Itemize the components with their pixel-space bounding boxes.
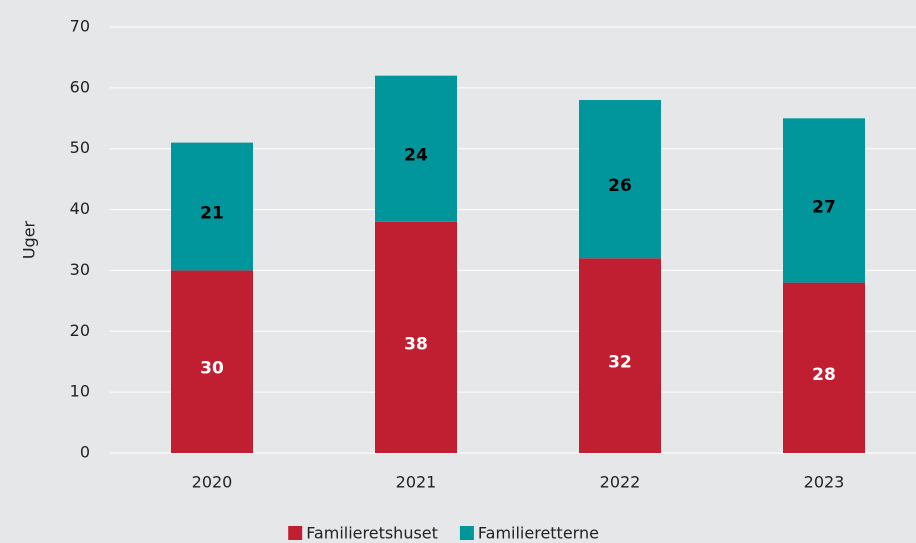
bar-segment <box>375 221 457 453</box>
legend-label: Familieretshuset <box>306 524 438 543</box>
x-tick-label: 2022 <box>600 473 641 492</box>
data-label: 26 <box>608 176 632 196</box>
y-tick-label: 60 <box>70 77 90 96</box>
legend-swatch <box>459 526 474 540</box>
bar-segment <box>579 258 661 453</box>
y-tick-label: 40 <box>70 199 90 218</box>
y-axis-label: Uger <box>20 220 39 259</box>
x-tick-label: 2023 <box>804 473 845 492</box>
bar-segment <box>171 142 253 271</box>
y-tick-label: 30 <box>70 260 90 279</box>
bar-segment <box>375 75 457 222</box>
data-label: 28 <box>812 365 836 385</box>
data-label: 24 <box>404 146 428 166</box>
y-tick-label: 50 <box>70 138 90 157</box>
bar-segment <box>171 270 253 453</box>
x-tick-label: 2020 <box>192 473 233 492</box>
y-tick-label: 20 <box>70 321 90 340</box>
data-label: 32 <box>608 353 632 373</box>
data-label: 38 <box>404 334 428 354</box>
legend-label: Familieretterne <box>478 524 599 543</box>
data-label: 21 <box>200 204 224 224</box>
x-tick-label: 2021 <box>396 473 437 492</box>
bar-segment <box>783 282 865 453</box>
data-label: 30 <box>200 359 224 379</box>
y-tick-label: 10 <box>70 382 90 401</box>
y-tick-label: 70 <box>70 17 90 36</box>
legend-swatch <box>288 526 303 540</box>
bar-segment <box>579 100 661 259</box>
data-label: 27 <box>812 197 836 217</box>
y-tick-label: 0 <box>80 443 90 462</box>
bar-segment <box>783 118 865 283</box>
